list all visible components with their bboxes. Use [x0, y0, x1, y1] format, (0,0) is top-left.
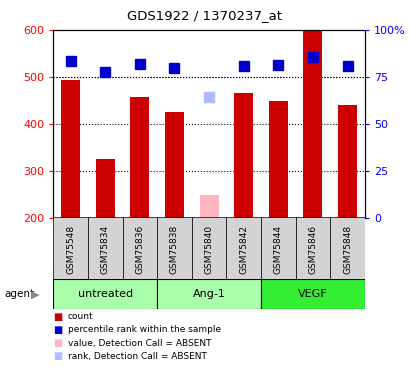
- Text: GSM75834: GSM75834: [101, 225, 110, 274]
- Bar: [234, 93, 253, 218]
- Text: GSM75840: GSM75840: [204, 225, 213, 274]
- Text: GSM75548: GSM75548: [66, 225, 75, 274]
- Bar: [61, 80, 80, 218]
- Text: agent: agent: [4, 290, 34, 299]
- Text: GSM75838: GSM75838: [170, 225, 179, 274]
- Bar: [95, 159, 115, 218]
- Bar: [191, 217, 226, 279]
- Bar: [295, 217, 330, 279]
- Bar: [261, 279, 364, 309]
- Text: ■: ■: [53, 351, 63, 361]
- Bar: [226, 217, 261, 279]
- Text: ■: ■: [53, 338, 63, 348]
- Text: GSM75836: GSM75836: [135, 225, 144, 274]
- Bar: [88, 217, 122, 279]
- Text: Ang-1: Ang-1: [192, 290, 225, 299]
- Text: untreated: untreated: [77, 290, 133, 299]
- Text: GSM75848: GSM75848: [342, 225, 351, 274]
- Bar: [261, 217, 295, 279]
- Text: VEGF: VEGF: [297, 290, 327, 299]
- Bar: [337, 105, 356, 218]
- Bar: [303, 30, 322, 217]
- Bar: [164, 112, 184, 218]
- Text: percentile rank within the sample: percentile rank within the sample: [67, 326, 220, 334]
- Bar: [199, 195, 218, 217]
- Text: ■: ■: [53, 325, 63, 335]
- Text: GSM75846: GSM75846: [308, 225, 317, 274]
- Text: value, Detection Call = ABSENT: value, Detection Call = ABSENT: [67, 339, 211, 348]
- Bar: [122, 217, 157, 279]
- Text: ▶: ▶: [31, 290, 39, 299]
- Bar: [130, 97, 149, 218]
- Text: GSM75844: GSM75844: [273, 225, 282, 274]
- Bar: [157, 279, 261, 309]
- Text: GDS1922 / 1370237_at: GDS1922 / 1370237_at: [127, 9, 282, 22]
- Bar: [53, 217, 88, 279]
- Bar: [268, 101, 287, 217]
- Text: rank, Detection Call = ABSENT: rank, Detection Call = ABSENT: [67, 352, 206, 361]
- Text: GSM75842: GSM75842: [238, 225, 247, 274]
- Text: count: count: [67, 312, 93, 321]
- Bar: [330, 217, 364, 279]
- Bar: [53, 279, 157, 309]
- Bar: [157, 217, 191, 279]
- Text: ■: ■: [53, 312, 63, 322]
